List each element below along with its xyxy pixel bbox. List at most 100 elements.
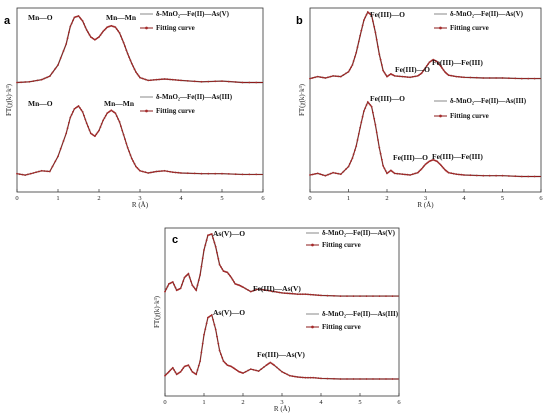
fitting-curve-point bbox=[324, 77, 327, 79]
fitting-curve-point bbox=[81, 20, 84, 22]
fitting-curve-point bbox=[126, 52, 129, 55]
fitting-curve-point bbox=[230, 276, 233, 279]
fitting-curve-point bbox=[164, 374, 166, 377]
fitting-curve-point bbox=[414, 75, 417, 78]
fitting-curve-point bbox=[57, 64, 59, 66]
x-axis-label: R (Å) bbox=[132, 201, 149, 209]
fitting-curve-point bbox=[296, 376, 299, 378]
fitting-curve-point bbox=[28, 80, 31, 83]
fitting-curve-point bbox=[418, 170, 420, 173]
fitting-curve-point bbox=[180, 79, 182, 82]
fitting-curve-point bbox=[136, 73, 139, 75]
fitting-curve-point bbox=[443, 168, 446, 171]
fitting-curve-point bbox=[354, 56, 356, 58]
x-tick-label: 4 bbox=[179, 195, 183, 202]
legend-entry-experimental: δ-MnO₂—Fe(II)—As(III) bbox=[322, 310, 399, 318]
fitting-curve-point bbox=[221, 268, 224, 270]
fitting-curve-point bbox=[205, 322, 208, 325]
fitting-curve-point bbox=[406, 76, 409, 78]
fitting-curve-point bbox=[65, 43, 68, 45]
fitting-curve-point bbox=[387, 74, 390, 77]
fitting-curve-point bbox=[381, 158, 383, 161]
fitting-curve-point bbox=[365, 378, 368, 380]
fitting-curve-point bbox=[424, 66, 427, 69]
fitting-curve-point bbox=[177, 372, 179, 375]
fitting-curve-point bbox=[137, 168, 140, 171]
fitting-curve-point bbox=[130, 157, 133, 160]
fitting-curve-point bbox=[98, 129, 100, 132]
fitting-curve-point bbox=[458, 75, 460, 78]
fitting-curve-point bbox=[369, 104, 372, 106]
fitting-curve-point bbox=[241, 173, 244, 176]
fitting-curve-point bbox=[72, 110, 74, 113]
fitting-curve-point bbox=[352, 378, 355, 380]
fitting-curve-point bbox=[420, 72, 423, 75]
fitting-curve-point bbox=[482, 77, 485, 79]
fitting-curve-point bbox=[458, 173, 460, 176]
fitting-curve-point bbox=[294, 375, 296, 378]
fitting-curve-point bbox=[278, 291, 281, 294]
fitting-curve-point bbox=[181, 283, 183, 286]
fitting-curve-point bbox=[204, 328, 207, 330]
fitting-curve-point bbox=[314, 173, 316, 175]
fitting-curve-point bbox=[278, 368, 281, 371]
fitting-curve-point bbox=[373, 117, 376, 120]
fitting-curve-point bbox=[96, 131, 99, 134]
fitting-curve-point bbox=[16, 172, 18, 175]
fitting-curve-point bbox=[356, 139, 359, 141]
fitting-curve-point bbox=[411, 75, 414, 78]
fitting-curve-point bbox=[369, 13, 372, 16]
fitting-curve-point bbox=[120, 125, 122, 128]
fitting-curve-line bbox=[16, 105, 263, 176]
fitting-curve-point bbox=[321, 76, 324, 79]
fitting-curve-point bbox=[441, 165, 444, 168]
fitting-curve-point bbox=[294, 293, 296, 295]
fitting-curve-point bbox=[43, 77, 46, 80]
fitting-curve-point bbox=[445, 72, 447, 74]
fitting-curve-point bbox=[360, 121, 363, 124]
fitting-curve-point bbox=[281, 292, 283, 294]
fitting-curve-point bbox=[54, 160, 57, 163]
fitting-curve-point bbox=[265, 364, 268, 367]
fitting-curve-point bbox=[186, 274, 189, 276]
fitting-curve-point bbox=[150, 171, 152, 174]
fitting-curve-point bbox=[177, 171, 180, 174]
fitting-curve-point bbox=[333, 295, 335, 297]
fitting-curve-point bbox=[372, 111, 374, 114]
legend-entry-fit: Fitting curve bbox=[156, 24, 195, 32]
fitting-curve-point bbox=[469, 76, 472, 79]
fitting-curve-point bbox=[383, 71, 386, 74]
x-axis-label: R (Å) bbox=[417, 201, 434, 209]
fitting-curve-point bbox=[317, 294, 320, 297]
fitting-curve-point bbox=[283, 372, 286, 374]
fitting-curve-point bbox=[122, 41, 125, 44]
peak-annotation: Fe(III)—O bbox=[370, 94, 405, 103]
fitting-curve-point bbox=[337, 172, 340, 175]
fitting-curve-point bbox=[309, 376, 312, 379]
legend-entry-experimental: δ-MnO₂—Fe(II)—As(III) bbox=[156, 93, 233, 101]
legend-marker-fit bbox=[311, 325, 314, 329]
peak-annotation: Fe(III)—O bbox=[370, 10, 405, 19]
fitting-curve-point bbox=[191, 284, 194, 287]
fitting-curve-point bbox=[109, 25, 111, 28]
fitting-curve-point bbox=[38, 170, 40, 173]
legend-marker-fit bbox=[145, 109, 148, 113]
fitting-curve-point bbox=[427, 161, 429, 164]
fitting-curve-point bbox=[364, 107, 367, 109]
fitting-curve-point bbox=[288, 374, 291, 377]
fitting-curve-point bbox=[265, 289, 268, 292]
fitting-curve-point bbox=[334, 75, 337, 77]
fitting-curve-point bbox=[51, 165, 54, 168]
fitting-curve-point bbox=[332, 171, 334, 174]
fitting-curve-point bbox=[242, 372, 244, 374]
fitting-curve-point bbox=[117, 30, 119, 32]
fitting-curve-point bbox=[307, 293, 309, 296]
fitting-curve-point bbox=[372, 295, 374, 297]
fitting-curve-point bbox=[488, 77, 491, 79]
peak-annotation: Mn—Mn bbox=[104, 99, 135, 108]
fitting-curve-point bbox=[378, 146, 381, 149]
fitting-curve-point bbox=[384, 170, 387, 172]
fitting-curve-point bbox=[326, 294, 329, 297]
fitting-curve-point bbox=[391, 170, 393, 173]
fitting-curve-point bbox=[155, 170, 158, 173]
